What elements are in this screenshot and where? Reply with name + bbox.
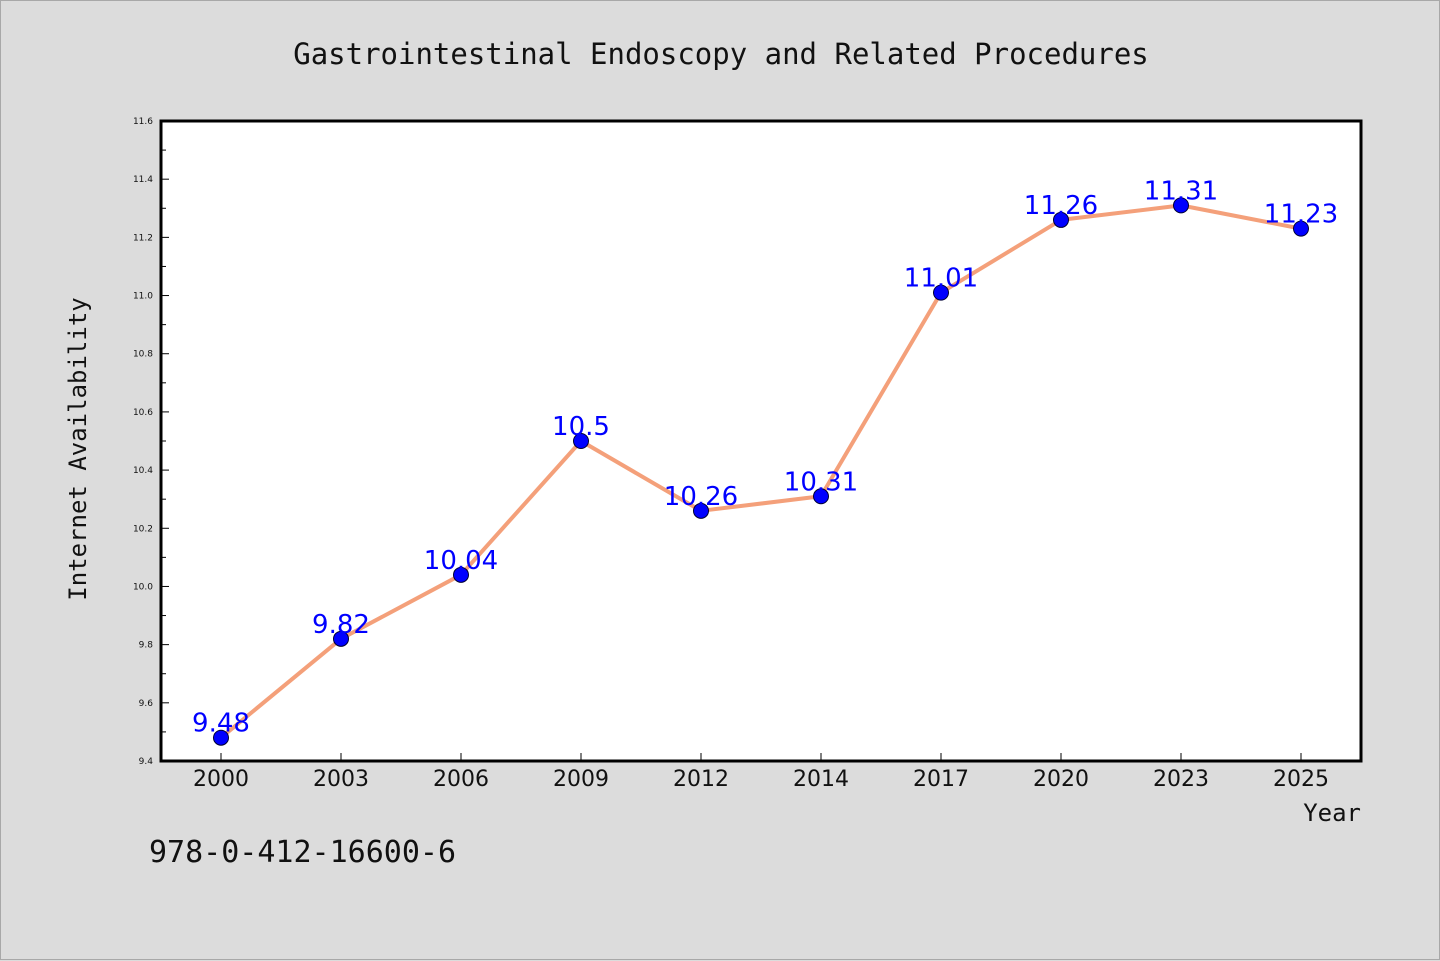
x-tick-label: 2020	[1033, 767, 1089, 792]
data-label: 10.26	[664, 482, 738, 512]
chart-title: Gastrointestinal Endoscopy and Related P…	[293, 37, 1149, 71]
y-tick-label: 9.8	[139, 641, 154, 651]
x-tick-label: 2012	[673, 767, 729, 792]
data-label: 10.04	[424, 546, 498, 576]
x-tick-label: 2003	[313, 767, 369, 792]
data-point	[1053, 211, 1069, 228]
data-point	[333, 630, 349, 647]
x-axis-label: Year	[1303, 799, 1361, 827]
y-axis-label: Internet Availability	[64, 297, 92, 600]
y-tick-label: 11.2	[133, 233, 153, 243]
x-tick-label: 2017	[913, 767, 969, 792]
data-label: 11.31	[1144, 176, 1218, 206]
data-label: 10.5	[552, 412, 610, 442]
y-tick-label: 11.0	[133, 292, 153, 302]
data-point	[573, 433, 589, 449]
y-tick-label: 9.4	[139, 757, 154, 767]
data-label: 11.01	[904, 264, 978, 294]
data-label: 11.26	[1024, 191, 1098, 221]
y-tick-label: 10.0	[133, 582, 153, 592]
series-layer: 9.48 9.82 10.04 10.5 10.26 10.31 11.01 11.26 11.…	[192, 176, 1338, 746]
data-point	[813, 488, 829, 505]
y-axis-ticks: 9.4 9.6 9.8 10.0 10.2 10.4 10.6 10.8 11.0 11.2 11.…	[133, 117, 169, 767]
data-label: 9.82	[312, 610, 370, 640]
data-label: 9.48	[192, 709, 250, 739]
data-point	[213, 729, 229, 746]
series-line	[219, 203, 1302, 740]
y-tick-label: 10.2	[133, 524, 153, 534]
data-point	[693, 502, 709, 519]
x-tick-label: 2000	[193, 767, 249, 792]
data-point	[1173, 197, 1189, 214]
y-tick-label: 10.4	[133, 466, 153, 476]
data-label: 10.31	[784, 467, 858, 497]
y-tick-label: 10.6	[133, 408, 153, 418]
x-tick-label: 2009	[553, 767, 609, 792]
y-tick-label: 11.4	[133, 175, 153, 185]
data-label: 11.23	[1264, 200, 1338, 230]
data-point	[1293, 220, 1309, 237]
y-tick-label: 10.8	[133, 350, 153, 360]
x-tick-label: 2025	[1273, 767, 1329, 792]
plot-area	[159, 119, 1363, 763]
x-axis-ticks: 2000 2003 2006 2009 2012 2014 2017 2020 2023 2025	[193, 753, 1329, 792]
data-point	[933, 284, 949, 301]
y-tick-label: 11.6	[133, 117, 153, 127]
y-tick-label: 9.6	[139, 699, 154, 709]
isbn-text: 978-0-412-16600-6	[149, 835, 457, 870]
data-point	[453, 566, 469, 583]
x-tick-label: 2014	[793, 767, 849, 792]
x-tick-label: 2023	[1153, 767, 1209, 792]
x-tick-label: 2006	[433, 767, 489, 792]
